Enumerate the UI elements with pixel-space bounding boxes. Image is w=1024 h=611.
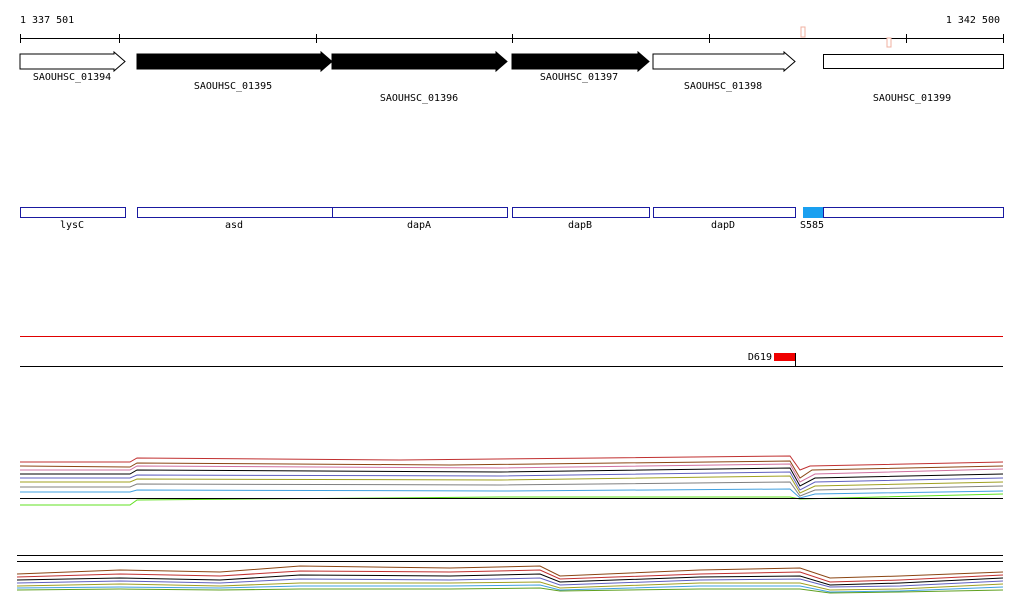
gene-arrows bbox=[19, 50, 1004, 73]
marker bbox=[800, 26, 806, 38]
gene-label: SAOUHSC_01399 bbox=[873, 93, 951, 104]
feature-label: dapD bbox=[711, 220, 735, 231]
ruler-end: 1 342 500 bbox=[946, 15, 1000, 26]
gene-label: SAOUHSC_01397 bbox=[540, 72, 618, 83]
feature-label: asd bbox=[225, 220, 243, 231]
feature-label: lysC bbox=[60, 220, 84, 231]
gene-label: SAOUHSC_01395 bbox=[194, 81, 272, 92]
feature-label: S585 bbox=[800, 220, 824, 231]
feature-label: dapA bbox=[407, 220, 431, 231]
ruler-start: 1 337 501 bbox=[20, 15, 74, 26]
feature-boxes bbox=[20, 207, 1004, 218]
feature-label: dapB bbox=[568, 220, 592, 231]
expression-panel bbox=[19, 455, 1004, 506]
gene-label: SAOUHSC_01398 bbox=[684, 81, 762, 92]
expression-panel bbox=[16, 565, 1004, 594]
gene-label: SAOUHSC_01396 bbox=[380, 93, 458, 104]
gene-label: SAOUHSC_01394 bbox=[33, 72, 111, 83]
site-label: D619 bbox=[748, 352, 772, 363]
site bbox=[774, 353, 795, 361]
ruler bbox=[20, 34, 1004, 43]
marker bbox=[886, 37, 892, 48]
